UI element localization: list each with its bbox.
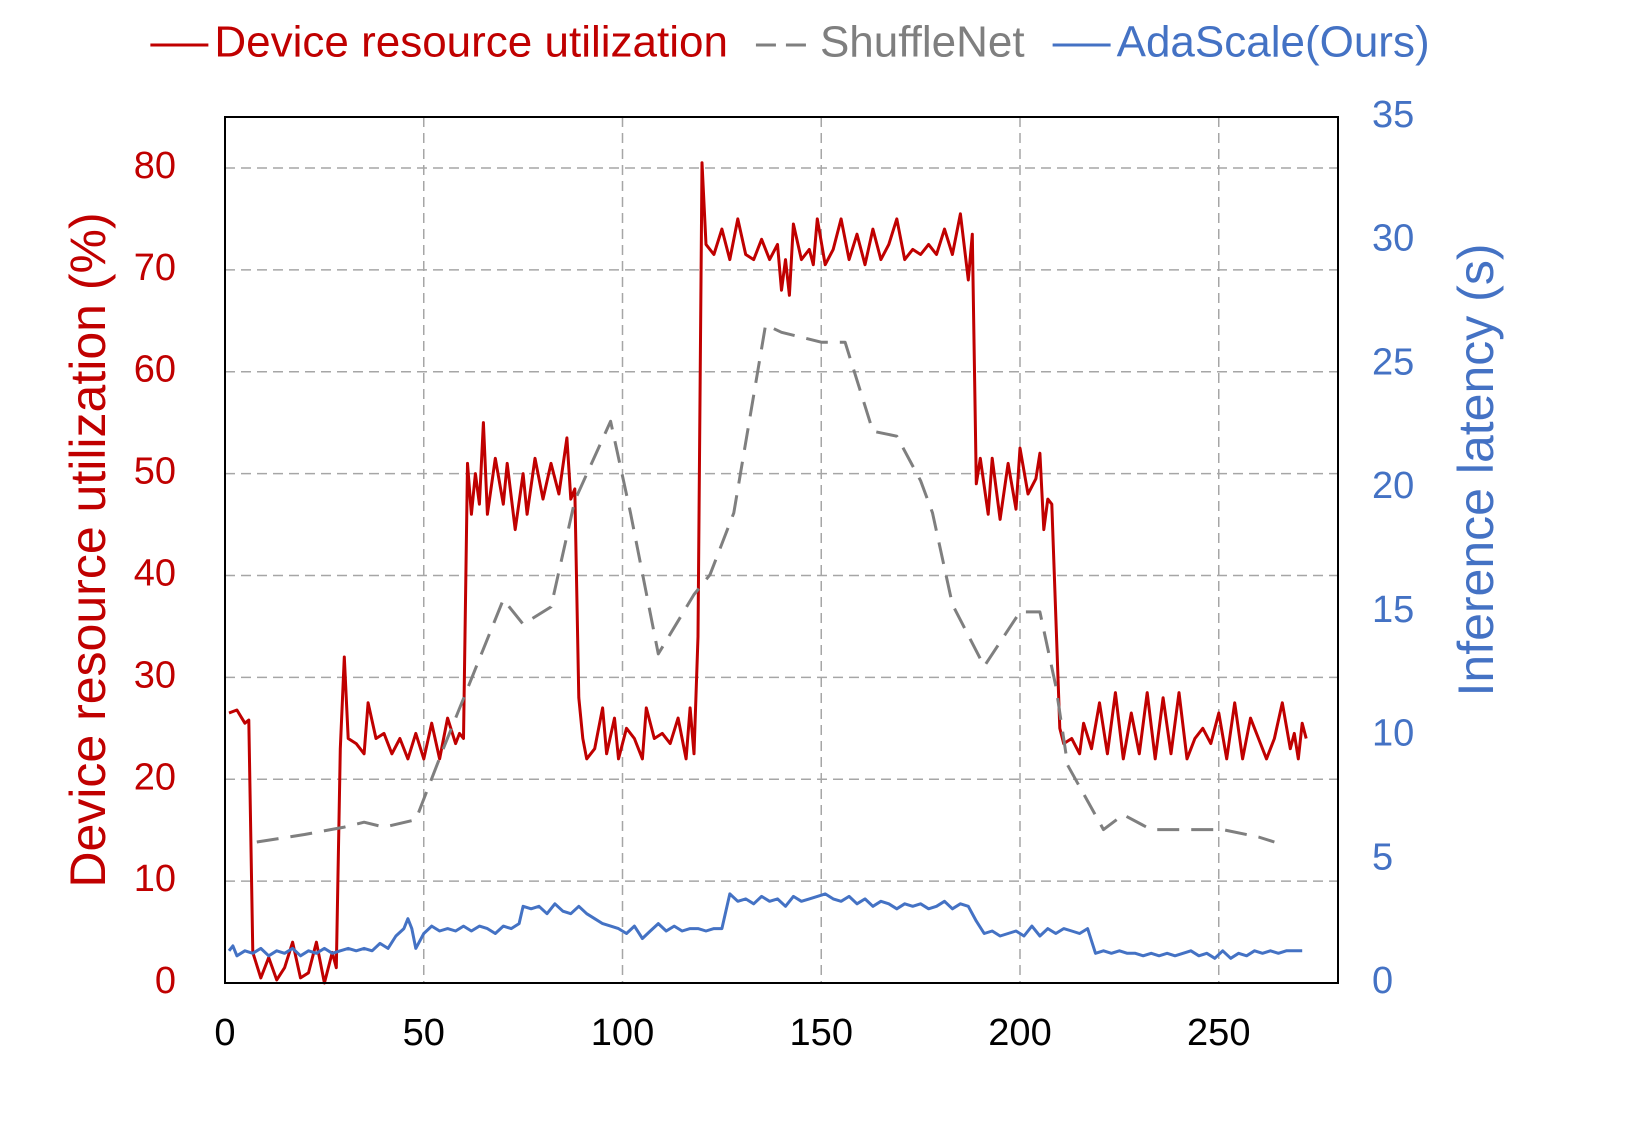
- y2-tick-label: 20: [1372, 465, 1414, 507]
- y-tick-label: 10: [134, 858, 176, 900]
- y-tick-label: 20: [134, 756, 176, 798]
- y-tick-label: 50: [134, 451, 176, 493]
- y2-axis-title: Inference latency (s): [1448, 244, 1504, 697]
- x-tick-label: 100: [591, 1012, 654, 1054]
- x-tick-label: 200: [988, 1012, 1051, 1054]
- legend-label: AdaScale(Ours): [1117, 18, 1430, 67]
- data-line: [227, 892, 1303, 960]
- data-line: [228, 161, 1308, 985]
- y-tick-label: 70: [134, 247, 176, 289]
- y-tick-label: 0: [155, 960, 176, 1002]
- legend-label: ShuffleNet: [820, 18, 1025, 67]
- y2-tick-label: 15: [1372, 589, 1414, 631]
- x-tick-label: 50: [403, 1012, 445, 1054]
- y-tick-label: 30: [134, 654, 176, 696]
- y-tick-label: 40: [134, 553, 176, 595]
- y-axis-title: Device resource utilization (%): [60, 212, 116, 887]
- data-line: [256, 323, 1275, 844]
- legend-label: Device resource utilization: [214, 18, 728, 67]
- x-tick-label: 0: [214, 1012, 235, 1054]
- y2-tick-label: 0: [1372, 960, 1393, 1002]
- y-tick-label: 60: [134, 349, 176, 391]
- x-tick-label: 150: [790, 1012, 853, 1054]
- y-tick-label: 80: [134, 145, 176, 187]
- plot-frame: [224, 116, 1339, 984]
- y2-tick-label: 35: [1372, 94, 1414, 136]
- y2-tick-label: 30: [1372, 218, 1414, 260]
- y2-tick-label: 5: [1372, 836, 1393, 878]
- y2-tick-label: 25: [1372, 341, 1414, 383]
- x-tick-label: 250: [1187, 1012, 1250, 1054]
- y2-tick-label: 10: [1372, 713, 1414, 755]
